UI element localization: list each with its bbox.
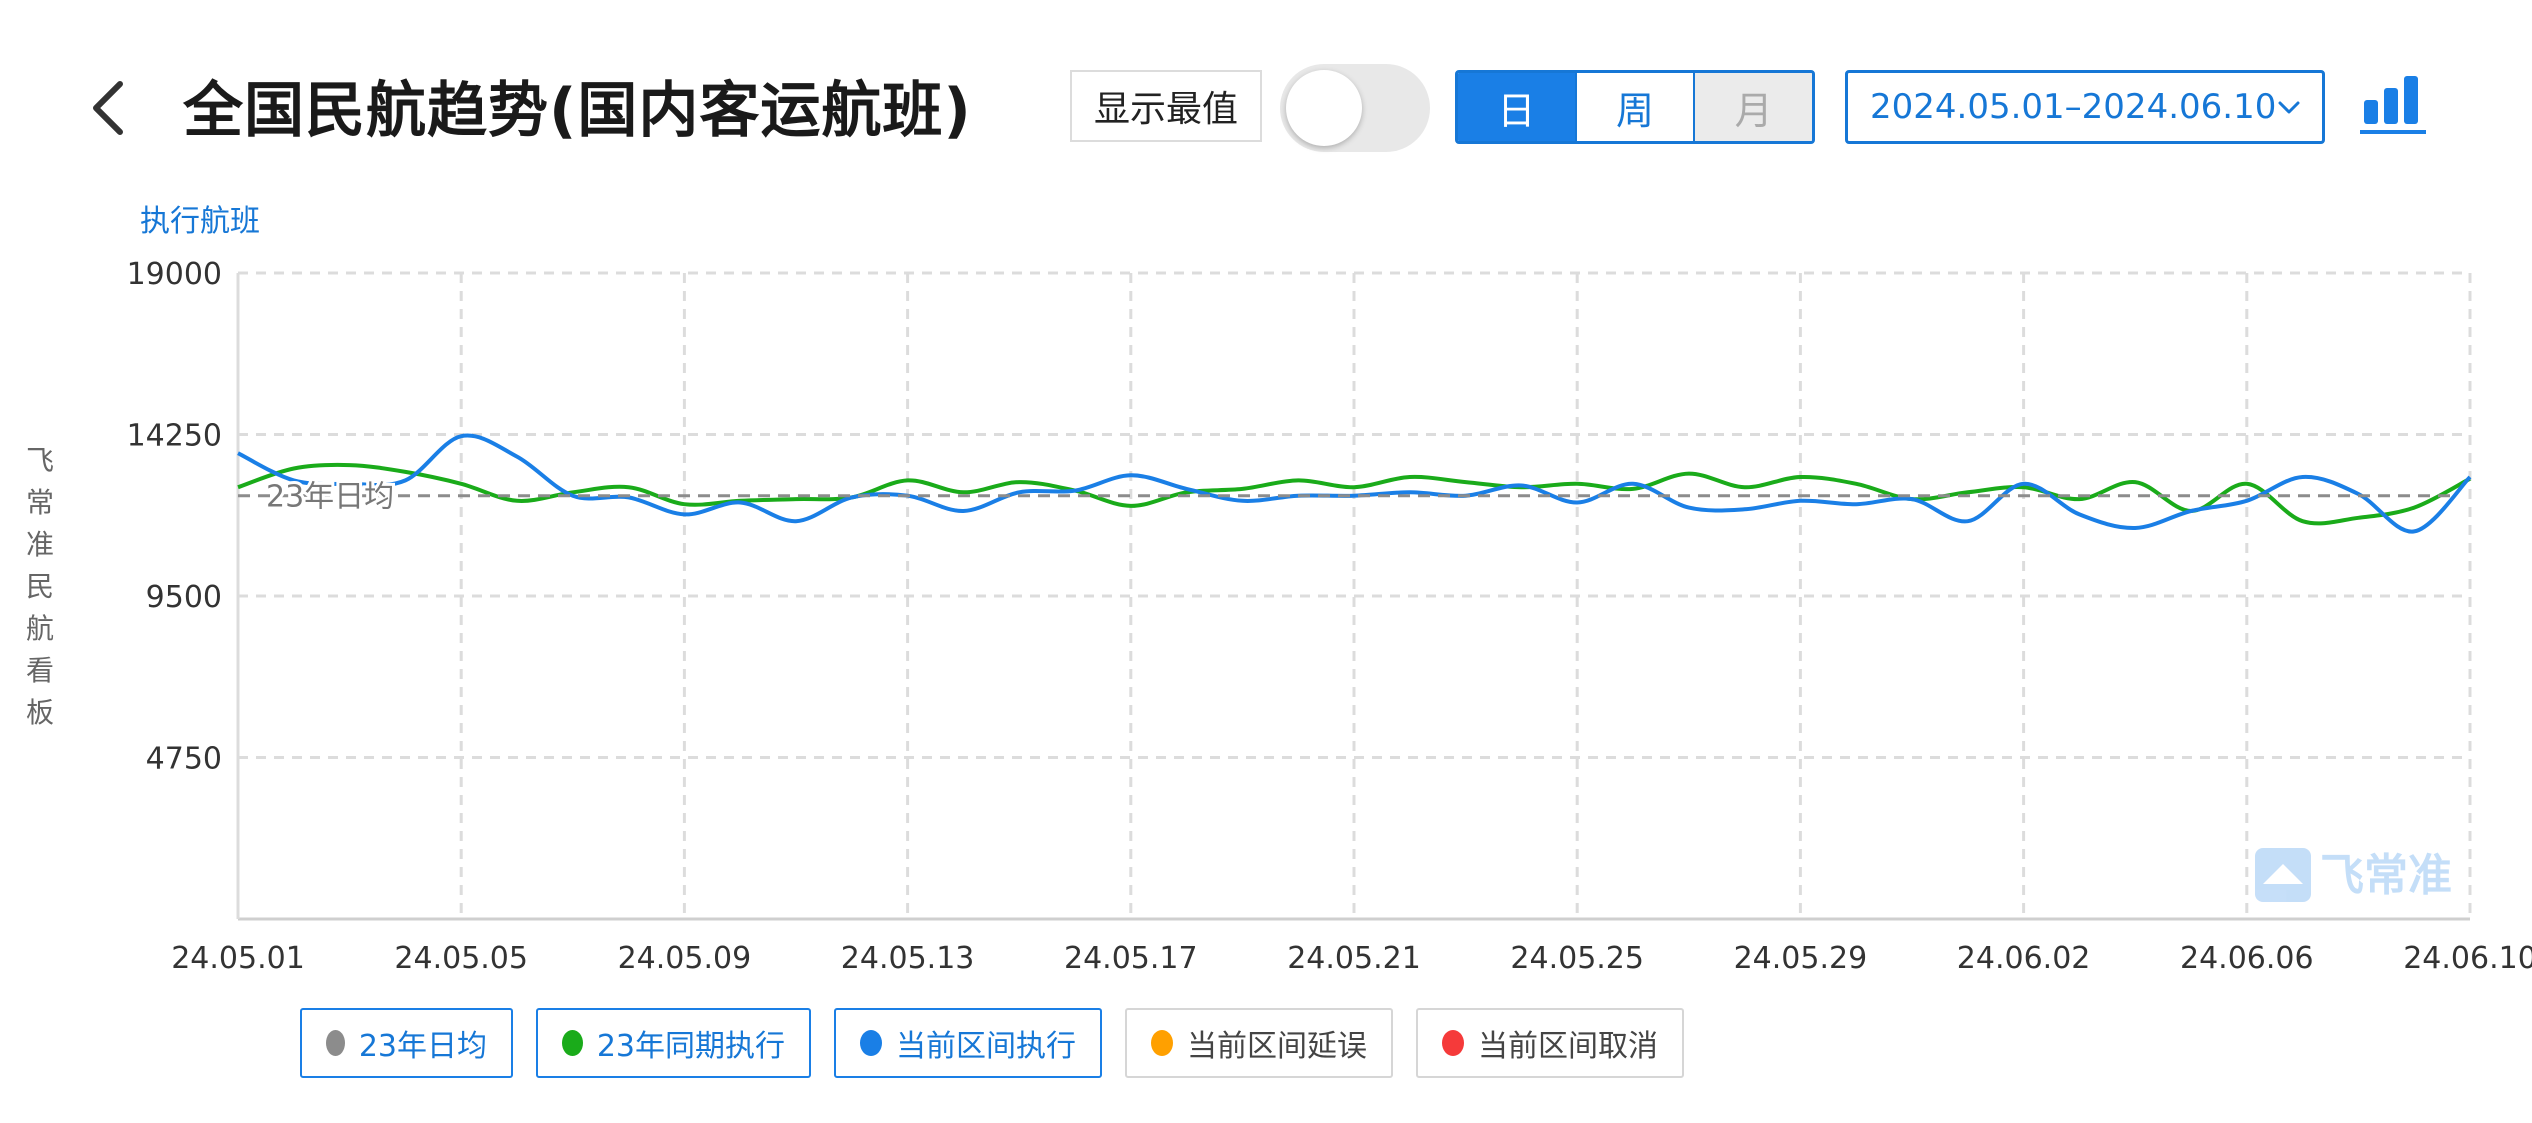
granularity-week-button[interactable]: 周: [1577, 73, 1696, 141]
x-tick-label: 24.06.06: [2180, 941, 2314, 976]
x-tick-label: 24.05.25: [1510, 941, 1644, 976]
x-tick-label: 24.05.21: [1287, 941, 1421, 976]
y-tick-label: 19000: [127, 257, 222, 292]
legend-dot: [562, 1030, 583, 1056]
y-tick-label: 4750: [146, 742, 222, 777]
x-tick-label: 24.05.13: [841, 941, 975, 976]
page-title: 全国民航趋势(国内客运航班): [183, 76, 972, 146]
x-tick-labels: 24.05.01 24.05.05 24.05.09 24.05.13 24.05.17…: [171, 941, 2532, 976]
grid-lines: [236, 271, 2472, 921]
granularity-month-button[interactable]: 月: [1695, 73, 1812, 141]
watermark-logo-icon: [2255, 848, 2311, 902]
reference-line: 23年日均: [238, 477, 2450, 518]
chevron-down-icon: [2278, 101, 2300, 114]
legend-item-23-same-period[interactable]: 23年同期执行: [536, 1008, 811, 1078]
y-tick-label: 9500: [146, 580, 222, 615]
x-tick-label: 24.06.10: [2403, 941, 2532, 976]
granularity-switch: 日 周 月: [1455, 70, 1815, 144]
legend-item-current-delayed[interactable]: 当前区间延误: [1125, 1008, 1393, 1078]
legend-item-current-executed[interactable]: 当前区间执行: [834, 1008, 1102, 1078]
bar-chart-icon[interactable]: [2360, 74, 2430, 136]
legend-item-current-cancelled[interactable]: 当前区间取消: [1416, 1008, 1684, 1078]
series-line-23-same-period: [237, 462, 2471, 526]
date-range-value: 2024.05.01–2024.06.10: [1870, 87, 2277, 127]
toggle-knob: [1286, 70, 1362, 146]
x-tick-label: 24.06.02: [1957, 941, 2091, 976]
watermark-text: 飞常准: [2320, 850, 2452, 901]
legend-dot: [1151, 1030, 1173, 1056]
chevron-left-icon: [93, 81, 123, 135]
x-tick-label: 24.05.01: [171, 941, 305, 976]
legend-dot: [860, 1030, 882, 1056]
x-tick-label: 24.05.09: [618, 941, 752, 976]
reference-line-label: 23年日均: [266, 480, 394, 515]
show-extremes-toggle[interactable]: [1280, 64, 1430, 152]
x-tick-label: 24.05.05: [394, 941, 528, 976]
y-tick-label: 14250: [127, 419, 222, 454]
y-tick-labels: 4750 9500 14250 19000: [127, 257, 222, 777]
legend-dot: [1442, 1030, 1464, 1056]
side-brand-label: 飞 常 准 民 航 看 板: [25, 444, 54, 729]
x-tick-label: 24.05.17: [1064, 941, 1198, 976]
x-tick-label: 24.05.29: [1734, 941, 1868, 976]
y-axis-label: 执行航班: [140, 204, 260, 239]
series-lines: [237, 433, 2472, 534]
watermark: 飞常准: [2255, 848, 2452, 902]
legend-item-23-daily-average[interactable]: 23年日均: [300, 1008, 513, 1078]
legend-dot: [326, 1030, 345, 1056]
back-button[interactable]: [80, 78, 140, 138]
granularity-day-button[interactable]: 日: [1458, 73, 1577, 141]
show-extremes-label: 显示最值: [1070, 70, 1262, 142]
date-range-select[interactable]: 2024.05.01–2024.06.10: [1845, 70, 2325, 144]
